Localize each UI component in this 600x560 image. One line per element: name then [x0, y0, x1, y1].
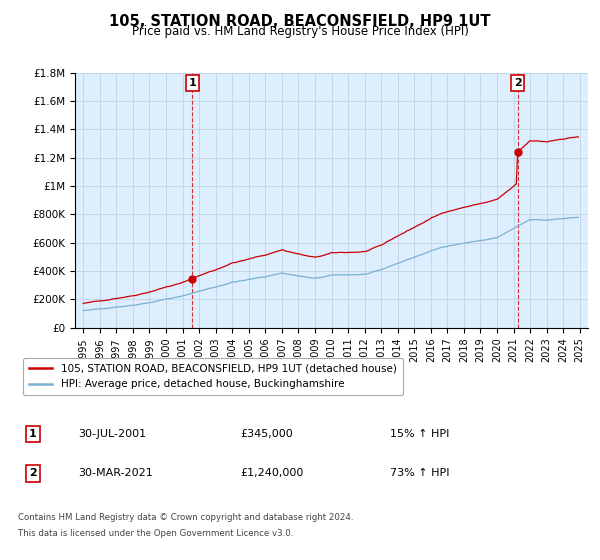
- Text: 105, STATION ROAD, BEACONSFIELD, HP9 1UT: 105, STATION ROAD, BEACONSFIELD, HP9 1UT: [109, 14, 491, 29]
- Text: £1,240,000: £1,240,000: [240, 468, 304, 478]
- Text: 2: 2: [29, 468, 37, 478]
- Text: Contains HM Land Registry data © Crown copyright and database right 2024.: Contains HM Land Registry data © Crown c…: [18, 514, 353, 522]
- Text: 2: 2: [514, 78, 521, 88]
- Legend: 105, STATION ROAD, BEACONSFIELD, HP9 1UT (detached house), HPI: Average price, d: 105, STATION ROAD, BEACONSFIELD, HP9 1UT…: [23, 358, 403, 395]
- Text: 30-MAR-2021: 30-MAR-2021: [78, 468, 153, 478]
- Text: 15% ↑ HPI: 15% ↑ HPI: [390, 429, 449, 439]
- Text: 1: 1: [29, 429, 37, 439]
- Text: 30-JUL-2001: 30-JUL-2001: [78, 429, 146, 439]
- Text: 1: 1: [188, 78, 196, 88]
- Text: £345,000: £345,000: [240, 429, 293, 439]
- Text: 73% ↑ HPI: 73% ↑ HPI: [390, 468, 449, 478]
- Text: Price paid vs. HM Land Registry's House Price Index (HPI): Price paid vs. HM Land Registry's House …: [131, 25, 469, 38]
- Text: This data is licensed under the Open Government Licence v3.0.: This data is licensed under the Open Gov…: [18, 529, 293, 538]
